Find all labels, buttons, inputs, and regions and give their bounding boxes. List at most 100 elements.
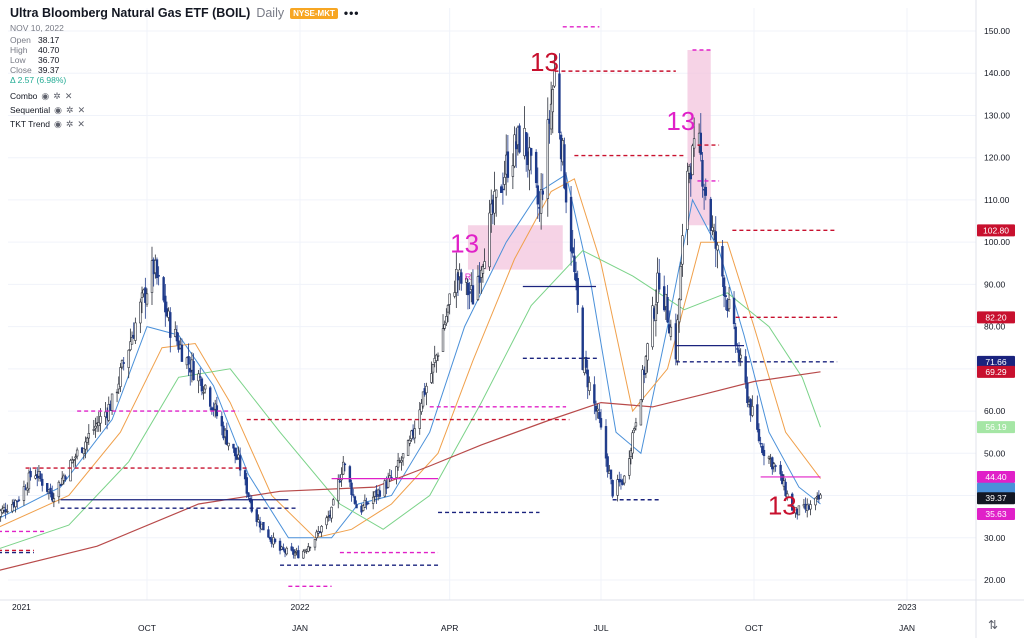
candle-body xyxy=(480,269,483,278)
candle-body xyxy=(145,293,149,305)
price-label: 102.80 xyxy=(983,225,1009,235)
open-label: Open xyxy=(10,35,31,45)
candle-body xyxy=(350,482,353,495)
candle-body xyxy=(74,456,77,459)
candle-body xyxy=(716,244,719,251)
candle-body xyxy=(701,160,704,187)
candle-body xyxy=(413,428,416,439)
close-icon[interactable]: ✕ xyxy=(77,104,86,115)
ohlc-values: Open 38.17 High 40.70 Low 36.70 Close 39.37 … xyxy=(10,35,360,85)
candle-body xyxy=(396,460,400,468)
candle-body xyxy=(325,517,328,526)
candle-body xyxy=(378,490,382,497)
candle-body xyxy=(588,382,591,391)
change-value: 2.57 (6.98%) xyxy=(17,75,67,85)
candle-body xyxy=(129,341,132,351)
timeframe-label[interactable]: Daily xyxy=(256,6,285,20)
gear-icon[interactable]: ✲ xyxy=(66,104,74,115)
candle-body xyxy=(285,547,288,555)
candle-body xyxy=(97,422,100,427)
exchange-badge: NYSE-MKT xyxy=(290,7,338,19)
candle-body xyxy=(262,521,265,531)
x-tick-label: JAN xyxy=(899,623,915,633)
candle-body xyxy=(481,266,485,274)
indicator-tkt-trend[interactable]: TKT Trend ◉ ✲ ✕ xyxy=(10,117,360,131)
candle-body xyxy=(772,463,776,468)
candle-body xyxy=(453,292,456,297)
candle-body xyxy=(641,369,644,400)
more-icon[interactable]: ••• xyxy=(343,6,360,20)
candle-body xyxy=(623,475,626,484)
close-label: Close xyxy=(10,65,32,75)
candle-body xyxy=(809,504,812,510)
candle-body xyxy=(337,479,340,502)
candle-body xyxy=(797,505,801,516)
candle-body xyxy=(308,546,312,549)
price-label-bg xyxy=(977,311,1015,324)
candle-body xyxy=(425,385,428,394)
candle-body xyxy=(85,437,89,443)
candle-body xyxy=(175,332,179,342)
candle-body xyxy=(476,276,480,300)
candle-body xyxy=(596,408,599,411)
indicator-sequential[interactable]: Sequential ◉ ✲ ✕ xyxy=(10,103,360,117)
auto-scale-icon[interactable]: ⇅ xyxy=(988,618,999,632)
candle-body xyxy=(443,324,446,329)
price-label: 56.19 xyxy=(985,422,1007,432)
candle-body xyxy=(2,507,6,511)
candle-body xyxy=(574,273,578,282)
candle-body xyxy=(127,349,130,368)
candle-body xyxy=(628,458,631,476)
x-tick-label: OCT xyxy=(138,623,156,633)
candle-body xyxy=(297,550,300,559)
gear-icon[interactable]: ✲ xyxy=(53,90,61,101)
candle-body xyxy=(791,493,794,511)
candle-body xyxy=(72,458,76,461)
candle-body xyxy=(814,497,817,506)
symbol-title[interactable]: Ultra Bloomberg Natural Gas ETF (BOIL) xyxy=(10,6,251,20)
candle-body xyxy=(529,148,533,156)
candle-body xyxy=(779,464,782,475)
gear-icon[interactable]: ✲ xyxy=(65,118,74,129)
candle-body xyxy=(199,376,202,378)
eye-icon[interactable]: ◉ xyxy=(54,118,62,129)
candle-body xyxy=(435,354,438,361)
candle-body xyxy=(139,301,142,324)
candle-body xyxy=(361,505,365,511)
close-icon[interactable]: ✕ xyxy=(77,118,85,129)
candle-body xyxy=(255,509,258,522)
y-tick-label: 80.00 xyxy=(984,322,1006,332)
candle-body xyxy=(406,440,410,456)
indicator-combo[interactable]: Combo ◉ ✲ ✕ xyxy=(10,89,360,103)
candle-body xyxy=(691,145,694,176)
candle-body xyxy=(115,391,119,394)
price-label-bg xyxy=(977,482,1015,495)
candle-body xyxy=(180,344,184,362)
candle-body xyxy=(119,367,122,387)
candle-body xyxy=(651,305,654,348)
candle-body xyxy=(355,504,358,509)
eye-icon[interactable]: ◉ xyxy=(41,90,50,101)
close-value: 39.37 xyxy=(38,65,60,75)
eye-icon[interactable]: ◉ xyxy=(54,104,63,115)
x-tick-label: 2023 xyxy=(898,602,917,612)
candle-body xyxy=(401,453,405,459)
candle-body xyxy=(524,132,528,157)
candle-body xyxy=(29,470,32,478)
candle-body xyxy=(514,141,518,150)
price-label: 71.66 xyxy=(985,357,1007,367)
candle-body xyxy=(757,429,761,442)
candle-body xyxy=(353,496,357,504)
candle-body xyxy=(686,170,689,230)
candle-body xyxy=(290,546,293,551)
candle-body xyxy=(455,269,458,293)
moving-average-line xyxy=(0,178,821,539)
candle-body xyxy=(759,442,762,445)
close-icon[interactable]: ✕ xyxy=(64,90,73,101)
candle-body xyxy=(466,282,470,296)
candle-body xyxy=(534,151,538,184)
y-tick-label: 50.00 xyxy=(984,448,1006,458)
candle-body xyxy=(75,449,79,457)
candle-body xyxy=(571,247,574,254)
